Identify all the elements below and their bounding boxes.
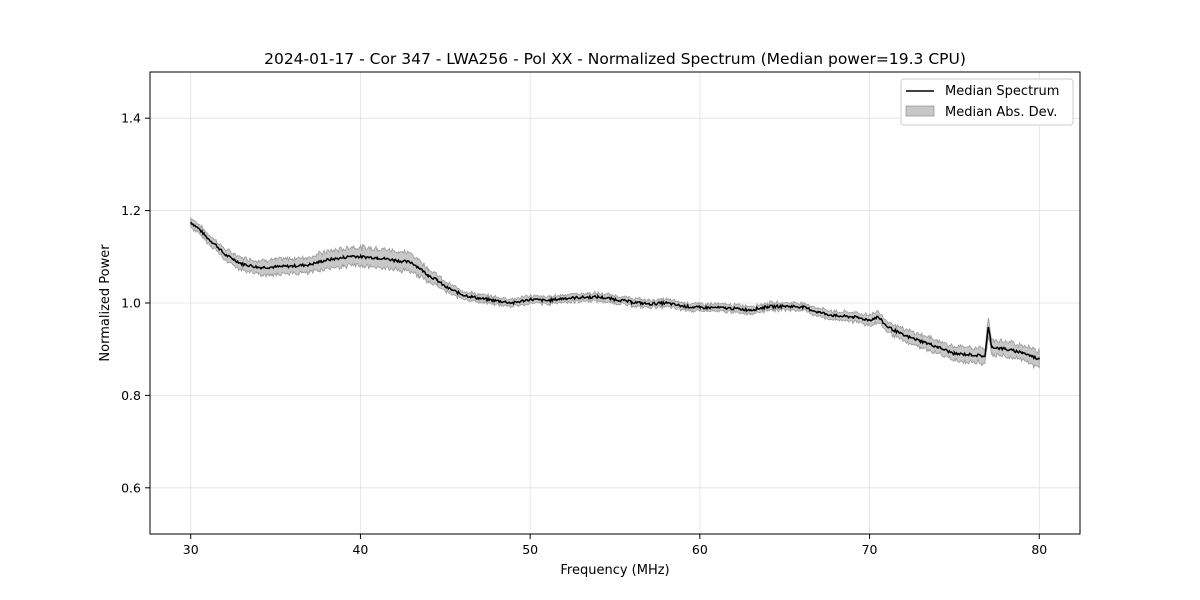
legend-median-abs-dev: Median Abs. Dev. bbox=[945, 105, 1057, 120]
y-tick-label: 1.2 bbox=[121, 203, 141, 218]
legend: Median Spectrum Median Abs. Dev. bbox=[900, 78, 1074, 126]
y-tick-label: 1.4 bbox=[121, 111, 141, 126]
legend-box bbox=[900, 78, 1074, 126]
x-axis-ticks: 30 40 50 60 70 80 bbox=[183, 534, 1047, 557]
x-tick-label: 40 bbox=[352, 542, 368, 557]
y-axis-label: Normalized Power bbox=[98, 244, 113, 362]
x-tick-label: 60 bbox=[692, 542, 708, 557]
median-spectrum-line bbox=[189, 221, 1040, 361]
chart-title: 2024-01-17 - Cor 347 - LWA256 - Pol XX -… bbox=[264, 50, 966, 68]
y-tick-label: 1.0 bbox=[121, 296, 141, 311]
x-tick-label: 50 bbox=[522, 542, 538, 557]
legend-median-spectrum: Median Spectrum bbox=[945, 84, 1059, 99]
y-tick-label: 0.8 bbox=[121, 388, 141, 403]
x-tick-label: 70 bbox=[862, 542, 878, 557]
y-tick-label: 0.6 bbox=[121, 480, 141, 495]
x-tick-label: 30 bbox=[183, 542, 199, 557]
median-abs-dev-band bbox=[190, 217, 1040, 370]
x-tick-label: 80 bbox=[1031, 542, 1047, 557]
legend-mad-swatch bbox=[905, 105, 935, 117]
x-axis-label: Frequency (MHz) bbox=[560, 563, 669, 578]
y-axis-ticks: 0.6 0.8 1.0 1.2 1.4 bbox=[121, 111, 150, 495]
